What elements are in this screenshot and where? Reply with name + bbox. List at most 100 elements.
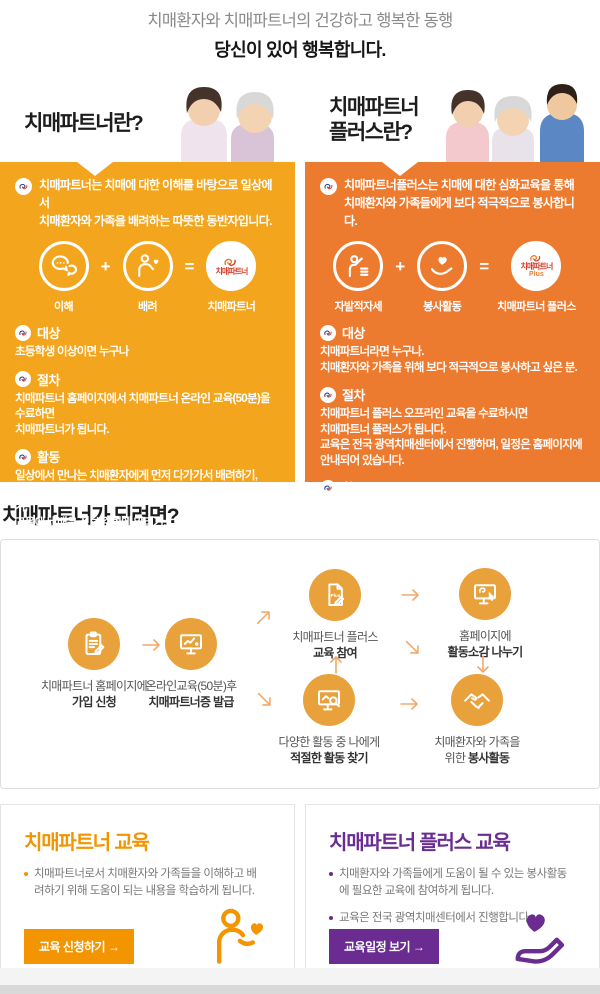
partner-card-header: 치매파트너란? bbox=[0, 75, 295, 162]
partner-education-card: 치매파트너 교육 치매파트너로서 치매환자와 가족들을 이해하고 배려하기 위해… bbox=[0, 804, 295, 991]
become-flow-diagram: 치매파트너 홈페이지에 가입 신청 온라인교육(50분)후 치매파트너증 발급 bbox=[0, 539, 600, 789]
partner-activity-head: 활동 bbox=[15, 447, 280, 466]
hero-title: 당신이 있어 행복합니다. bbox=[214, 40, 386, 60]
plus-card-title: 치매파트너 플러스란? bbox=[329, 96, 420, 145]
partner-badge-icon: 치매파트너 bbox=[206, 241, 257, 292]
partner-formula: 이해 + 배려 = bbox=[15, 241, 280, 314]
arrow-right-icon bbox=[400, 584, 422, 606]
become-section-title: 치매파트너가 되려면? bbox=[2, 505, 180, 528]
formula-volunteering: 봉사활동 bbox=[413, 241, 471, 314]
hero: 치매환자와 치매파트너의 건강하고 행복한 동행 당신이 있어 행복합니다. bbox=[0, 0, 600, 62]
svg-text:Plus: Plus bbox=[331, 593, 341, 598]
plus-intro: 치매파트너플러스는 치매에 대한 심화교육을 통해 치매환자와 가족들에게 보다… bbox=[320, 162, 585, 230]
flow-step-label: 치매환자와 가족을 위한 봉사활동 bbox=[434, 735, 520, 766]
flow-step-label: 치매파트너 홈페이지에 가입 신청 bbox=[40, 679, 148, 710]
flow-step-volunteer: 치매환자와 가족을 위한 봉사활동 bbox=[402, 674, 552, 766]
arrow-right-icon bbox=[141, 634, 163, 656]
flow-step-join: 치매파트너 홈페이지에 가입 신청 bbox=[19, 618, 169, 710]
monitor-cursor-icon bbox=[459, 568, 511, 620]
brand-swirl-icon bbox=[15, 324, 31, 341]
online-education-link[interactable]: 온라인 교육(50분) bbox=[180, 392, 261, 405]
arrow-up-right-icon bbox=[248, 601, 279, 632]
hero-subtitle: 치매환자와 치매파트너의 건강하고 행복한 동행 bbox=[147, 12, 453, 30]
speech-bubbles-icon bbox=[38, 241, 89, 292]
arrow-down-right-icon bbox=[249, 684, 280, 715]
footer-strip bbox=[0, 968, 600, 994]
heart-on-hand-icon bbox=[515, 914, 565, 964]
partner-education-bullets: 치매파트너로서 치매환자와 가족들을 이해하고 배려하기 위해 도움이 되는 내… bbox=[24, 866, 271, 901]
flow-step-label: 다양한 활동 중 나에게 적절한 활동 찾기 bbox=[278, 735, 381, 766]
apply-education-button[interactable]: 교육 신청하기 → bbox=[24, 929, 135, 964]
arrow-right-icon bbox=[399, 693, 421, 715]
plus-target-head: 대상 bbox=[320, 323, 585, 342]
person-offering-heart-icon bbox=[217, 908, 264, 964]
partner-procedure-head: 절차 bbox=[15, 370, 280, 389]
plus-card: 치매파트너 플러스란? bbox=[305, 75, 600, 529]
partner-cards-row: 치매파트너란? 치매파트너는 치매에 대한 이해를 bbox=[0, 75, 600, 529]
arrow-down-icon bbox=[472, 654, 494, 676]
formula-voluntary: 자발적자세 bbox=[329, 241, 387, 314]
flow-step-label: 치매파트너 플러스 교육 참여 bbox=[292, 630, 378, 661]
volunteer-person-icon bbox=[333, 241, 384, 292]
plus-formula: 자발적자세 + 봉사활동 = bbox=[320, 241, 585, 314]
plus-operator: + bbox=[100, 257, 111, 277]
document-plus-pencil-icon: Plus bbox=[309, 569, 361, 621]
plus-card-body: 치매파트너플러스는 치매에 대한 심화교육을 통해 치매환자와 가족들에게 보다… bbox=[305, 162, 600, 529]
brand-swirl-icon bbox=[15, 448, 31, 465]
plus-education-bullets: 치매환자와 가족들에게 도움이 될 수 있는 봉사활동에 필요한 교육에 참여하… bbox=[329, 866, 576, 927]
formula-partner-badge: 치매파트너 치매파트너 bbox=[202, 241, 260, 314]
equals-operator: = bbox=[184, 257, 195, 277]
bullet-item: 교육은 전국 광역치매센터에서 진행합니다. bbox=[329, 910, 569, 927]
flow-step-share: 홈페이지에 활동소감 나누기 bbox=[410, 568, 560, 660]
brand-swirl-icon bbox=[320, 324, 336, 341]
partner-education-title: 치매파트너 교육 bbox=[24, 832, 150, 854]
partner-procedure-text: 치매파트너 홈페이지에서 치매파트너 온라인 교육(50분)을 수료하면 bbox=[15, 392, 271, 421]
person-heart-icon bbox=[122, 241, 173, 292]
plus-photo bbox=[446, 84, 584, 162]
bubble-notch bbox=[77, 162, 113, 176]
equals-operator: = bbox=[479, 257, 490, 277]
brand-swirl-icon bbox=[15, 178, 32, 195]
partner-target-head: 대상 bbox=[15, 323, 280, 342]
partner-card: 치매파트너란? 치매파트너는 치매에 대한 이해를 bbox=[0, 75, 295, 529]
plus-education-card: 치매파트너 플러스 교육 치매환자와 가족들에게 도움이 될 수 있는 봉사활동… bbox=[305, 804, 600, 991]
formula-plus-badge: 치매파트너 Plus 치매파트너 플러스 bbox=[497, 241, 576, 314]
bullet-item: 치매환자와 가족들에게 도움이 될 수 있는 봉사활동에 필요한 교육에 참여하… bbox=[329, 866, 569, 901]
flow-step-plus-edu: Plus 치매파트너 플러스 교육 참여 bbox=[260, 569, 410, 661]
handshake-icon bbox=[451, 674, 503, 726]
flow-step-label: 온라인교육(50분)후 치매파트너증 발급 bbox=[145, 679, 238, 710]
plus-intro-text: 치매파트너플러스는 치매에 대한 심화교육을 통해 치매환자와 가족들에게 보다… bbox=[344, 178, 575, 228]
brand-swirl-icon bbox=[320, 479, 336, 496]
partner-card-body: 치매파트너는 치매에 대한 이해를 바탕으로 일상에서 치매환자와 가족을 배려… bbox=[0, 162, 295, 529]
brand-swirl-icon bbox=[320, 386, 336, 403]
education-cards-row: 치매파트너 교육 치매파트너로서 치매환자와 가족들을 이해하고 배려하기 위해… bbox=[0, 804, 600, 991]
formula-care: 배려 bbox=[119, 241, 177, 314]
flow-step-online-edu: 온라인교육(50분)후 치매파트너증 발급 bbox=[116, 618, 266, 710]
plus-activity-head: 활동 bbox=[320, 478, 585, 497]
heart-in-hand-icon bbox=[417, 241, 468, 292]
plus-operator: + bbox=[395, 257, 406, 277]
arrow-down-right-icon bbox=[397, 632, 428, 663]
brand-swirl-icon bbox=[15, 371, 31, 388]
partner-target-text: 초등학생 이상이면 누구나 bbox=[15, 346, 129, 359]
partner-card-title: 치매파트너란? bbox=[24, 112, 144, 135]
partner-photo bbox=[181, 87, 274, 162]
brand-swirl-icon bbox=[320, 178, 337, 195]
formula-understanding: 이해 bbox=[35, 241, 93, 314]
bullet-item: 치매파트너로서 치매환자와 가족들을 이해하고 배려하기 위해 도움이 되는 내… bbox=[24, 866, 264, 901]
partner-intro: 치매파트너는 치매에 대한 이해를 바탕으로 일상에서 치매환자와 가족을 배려… bbox=[15, 162, 280, 230]
plus-procedure-head: 절차 bbox=[320, 385, 585, 404]
bubble-notch bbox=[382, 162, 418, 176]
arrow-up-icon bbox=[325, 653, 347, 675]
view-schedule-button[interactable]: 교육일정 보기 → bbox=[329, 929, 440, 964]
plus-badge-icon: 치매파트너 Plus bbox=[511, 241, 562, 292]
flow-step-label: 홈페이지에 활동소감 나누기 bbox=[447, 629, 523, 660]
clipboard-pencil-icon bbox=[68, 618, 120, 670]
plus-education-title: 치매파트너 플러스 교육 bbox=[329, 832, 511, 854]
plus-card-header: 치매파트너 플러스란? bbox=[305, 75, 600, 162]
monitor-search-icon bbox=[303, 674, 355, 726]
monitor-chart-icon bbox=[165, 618, 217, 670]
footer-bar bbox=[0, 985, 600, 994]
partner-intro-text: 치매파트너는 치매에 대한 이해를 바탕으로 일상에서 치매환자와 가족을 배려… bbox=[39, 178, 273, 228]
